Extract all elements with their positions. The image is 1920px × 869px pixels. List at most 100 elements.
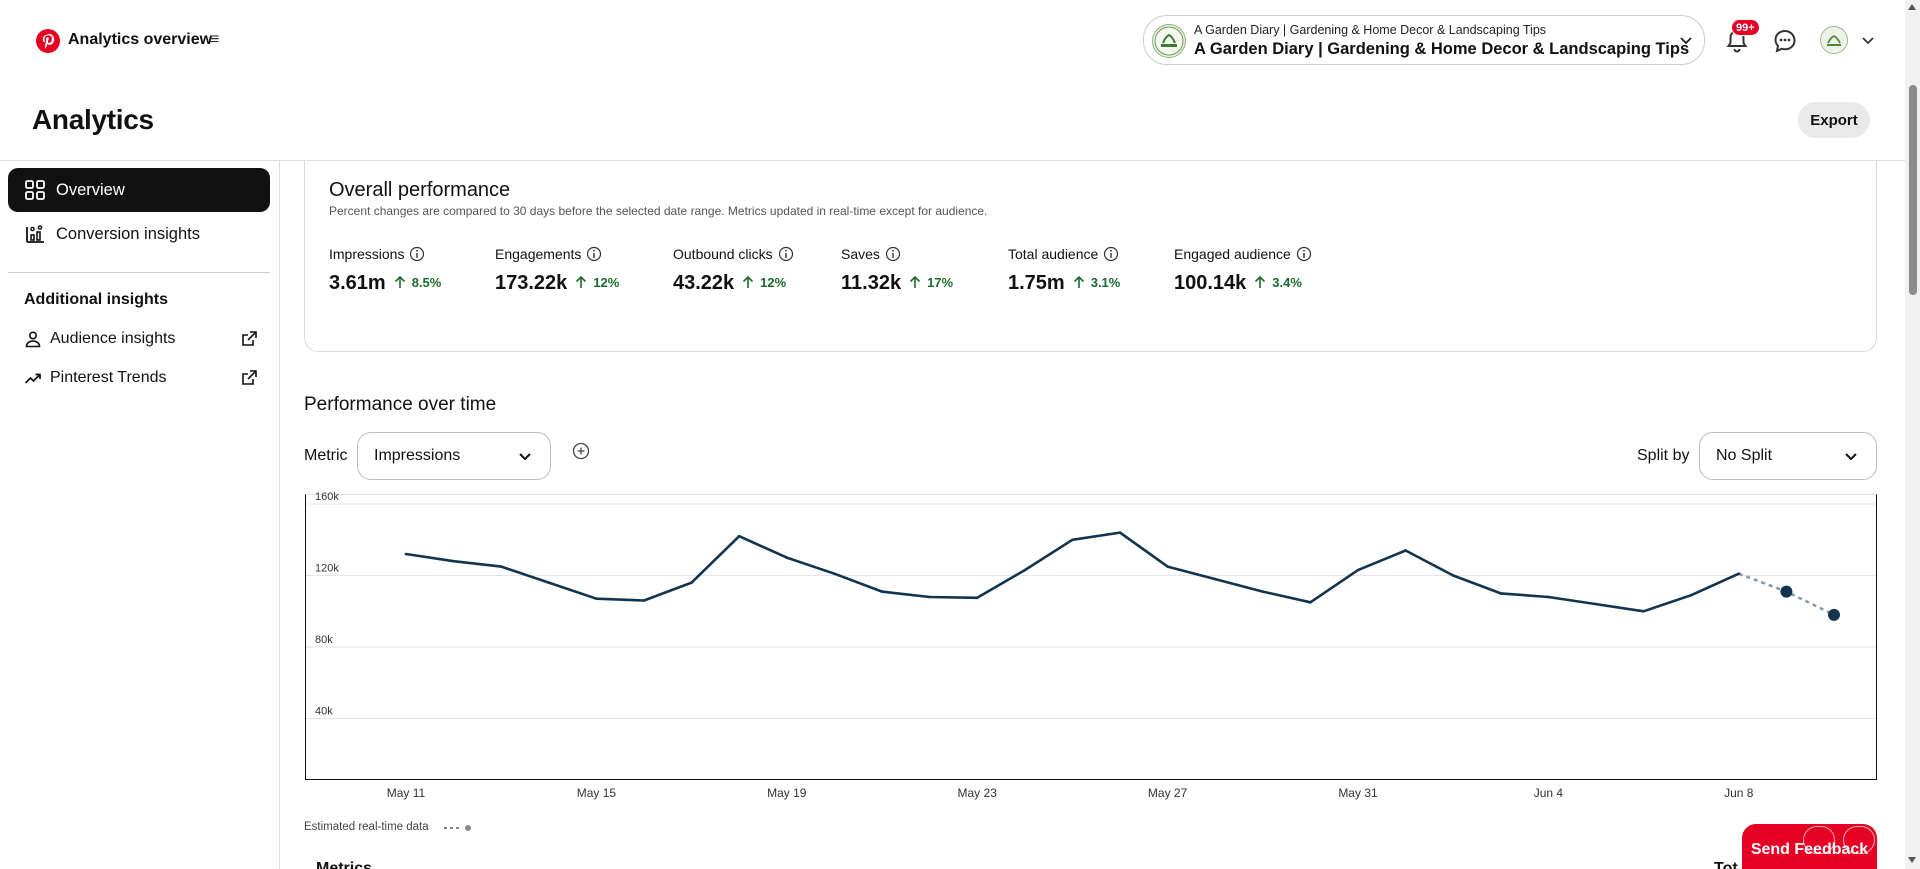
page-name[interactable]: Analytics overview <box>68 31 213 48</box>
account-avatar <box>1152 24 1186 58</box>
info-icon[interactable] <box>885 246 901 262</box>
overall-performance-subtitle: Percent changes are compared to 30 days … <box>329 204 988 218</box>
metric-value-row: 3.61m 8.5% <box>329 272 441 295</box>
info-icon[interactable] <box>1296 246 1312 262</box>
overview-icon <box>25 180 45 200</box>
sidebar-link-audience-insights[interactable]: Audience insights <box>24 327 258 351</box>
info-icon[interactable] <box>409 246 425 262</box>
add-metric-icon[interactable] <box>572 442 590 460</box>
estimated-data-legend-label: Estimated real-time data <box>304 821 429 833</box>
metric-change-value: 17% <box>927 274 954 290</box>
estimated-data-legend-icon <box>444 825 471 831</box>
metric-name: Outbound clicks <box>673 246 773 262</box>
metric-card[interactable]: Engaged audience 100.14k 3.4% <box>1174 246 1312 295</box>
external-link-icon <box>242 331 257 346</box>
sidebar-item-label: Conversion insights <box>56 224 200 243</box>
metric-name: Saves <box>841 246 880 262</box>
metric-card[interactable]: Engagements 173.22k 12% <box>495 246 619 295</box>
conversion-icon <box>26 225 44 243</box>
arrow-up-icon <box>1255 275 1266 288</box>
x-tick-label: May 11 <box>387 786 426 800</box>
impressions-chart-frame <box>305 494 1877 780</box>
star-icon[interactable] <box>1843 826 1875 854</box>
metric-value: 1.75m <box>1008 272 1065 294</box>
scroll-down-arrow-icon[interactable] <box>1908 857 1916 863</box>
pinterest-logo-icon[interactable] <box>36 29 60 53</box>
metric-label: Impressions <box>329 246 441 262</box>
metric-value-row: 11.32k 17% <box>841 272 953 295</box>
user-avatar[interactable] <box>1820 26 1848 54</box>
x-tick-label: May 15 <box>577 786 617 800</box>
metric-change: 12% <box>575 275 619 290</box>
split-by-select[interactable]: No Split <box>1699 432 1877 480</box>
info-icon[interactable] <box>1103 246 1119 262</box>
overall-performance-card: Overall performance Percent changes are … <box>304 161 1877 352</box>
metric-label: Total audience <box>1008 246 1120 262</box>
metric-change: 3.1% <box>1073 274 1121 290</box>
chevron-down-icon[interactable] <box>1860 32 1876 48</box>
additional-insights-heading: Additional insights <box>24 291 168 308</box>
metric-value: 173.22k <box>495 272 568 294</box>
metric-card[interactable]: Impressions 3.61m 8.5% <box>329 246 441 295</box>
sidebar-link-label: Audience insights <box>50 330 176 347</box>
split-by-select-value: No Split <box>1716 447 1773 464</box>
metric-change: 17% <box>909 275 953 290</box>
metric-label: Engaged audience <box>1174 246 1312 262</box>
arrow-up-icon <box>1073 275 1084 288</box>
metric-value-row: 1.75m 3.1% <box>1008 272 1120 295</box>
overall-performance-title: Overall performance <box>329 179 511 201</box>
metric-label: Engagements <box>495 246 619 262</box>
metric-select-value: Impressions <box>374 447 461 464</box>
sidebar-item-conversion-insights[interactable]: Conversion insights <box>8 212 270 256</box>
performance-over-time-title: Performance over time <box>304 394 497 415</box>
metric-value: 100.14k <box>1174 272 1247 294</box>
metric-card[interactable]: Total audience 1.75m 3.1% <box>1008 246 1120 295</box>
metric-value-row: 173.22k 12% <box>495 272 619 295</box>
metric-card[interactable]: Outbound clicks 43.22k 12% <box>673 246 794 295</box>
metric-change-value: 8.5% <box>411 274 442 290</box>
page-title: Analytics <box>32 104 154 135</box>
x-tick-label: Jun 4 <box>1534 786 1564 800</box>
scrollbar-thumb[interactable] <box>1909 85 1917 295</box>
menu-icon[interactable]: ≡ <box>210 31 220 48</box>
metric-label: Metric <box>304 447 348 464</box>
metric-select[interactable]: Impressions <box>357 432 551 480</box>
metrics-column-header: Metrics <box>316 860 373 869</box>
account-switcher[interactable]: A Garden Diary | Gardening & Home Decor … <box>1143 15 1705 65</box>
export-button[interactable]: Export <box>1798 102 1870 138</box>
x-tick-label: Jun 8 <box>1724 786 1754 800</box>
info-icon[interactable] <box>586 246 602 262</box>
metric-change: 8.5% <box>394 274 442 290</box>
page-scrollbar[interactable] <box>1905 0 1920 869</box>
x-tick-label: May 19 <box>767 786 807 800</box>
metric-change: 3.4% <box>1254 275 1302 290</box>
split-by-label: Split by <box>1637 447 1690 464</box>
chevron-down-icon <box>1845 453 1857 461</box>
scroll-up-arrow-icon[interactable] <box>1908 4 1916 10</box>
external-link-icon <box>242 370 257 385</box>
metric-value: 43.22k <box>673 272 735 294</box>
sidebar-item-overview[interactable]: Overview <box>8 168 270 212</box>
metric-value: 3.61m <box>329 272 386 294</box>
metric-change-value: 12% <box>760 274 787 290</box>
sidebar-link-pinterest-trends[interactable]: Pinterest Trends <box>24 366 258 390</box>
divider <box>0 160 1905 161</box>
arrow-up-icon <box>743 275 754 288</box>
metric-card[interactable]: Saves 11.32k 17% <box>841 246 953 295</box>
arrow-up-icon <box>576 275 587 288</box>
metric-change-value: 12% <box>593 274 620 290</box>
metric-change-value: 3.1% <box>1090 274 1121 290</box>
x-tick-label: May 27 <box>1148 786 1188 800</box>
arrow-up-icon <box>394 275 405 288</box>
chat-icon[interactable] <box>1772 28 1798 54</box>
download-icon[interactable] <box>1803 826 1835 854</box>
info-icon[interactable] <box>778 246 794 262</box>
sidebar: Overview Conversion insights Additional … <box>0 161 280 869</box>
sidebar-link-label: Pinterest Trends <box>50 369 167 386</box>
top-bar: Analytics overview ≡ A Garden Diary | Ga… <box>0 0 1905 80</box>
metric-label: Saves <box>841 246 953 262</box>
x-tick-label: May 23 <box>958 786 998 800</box>
sidebar-item-label: Overview <box>56 180 125 199</box>
x-tick-label: May 31 <box>1338 786 1378 800</box>
trend-icon <box>24 373 41 384</box>
